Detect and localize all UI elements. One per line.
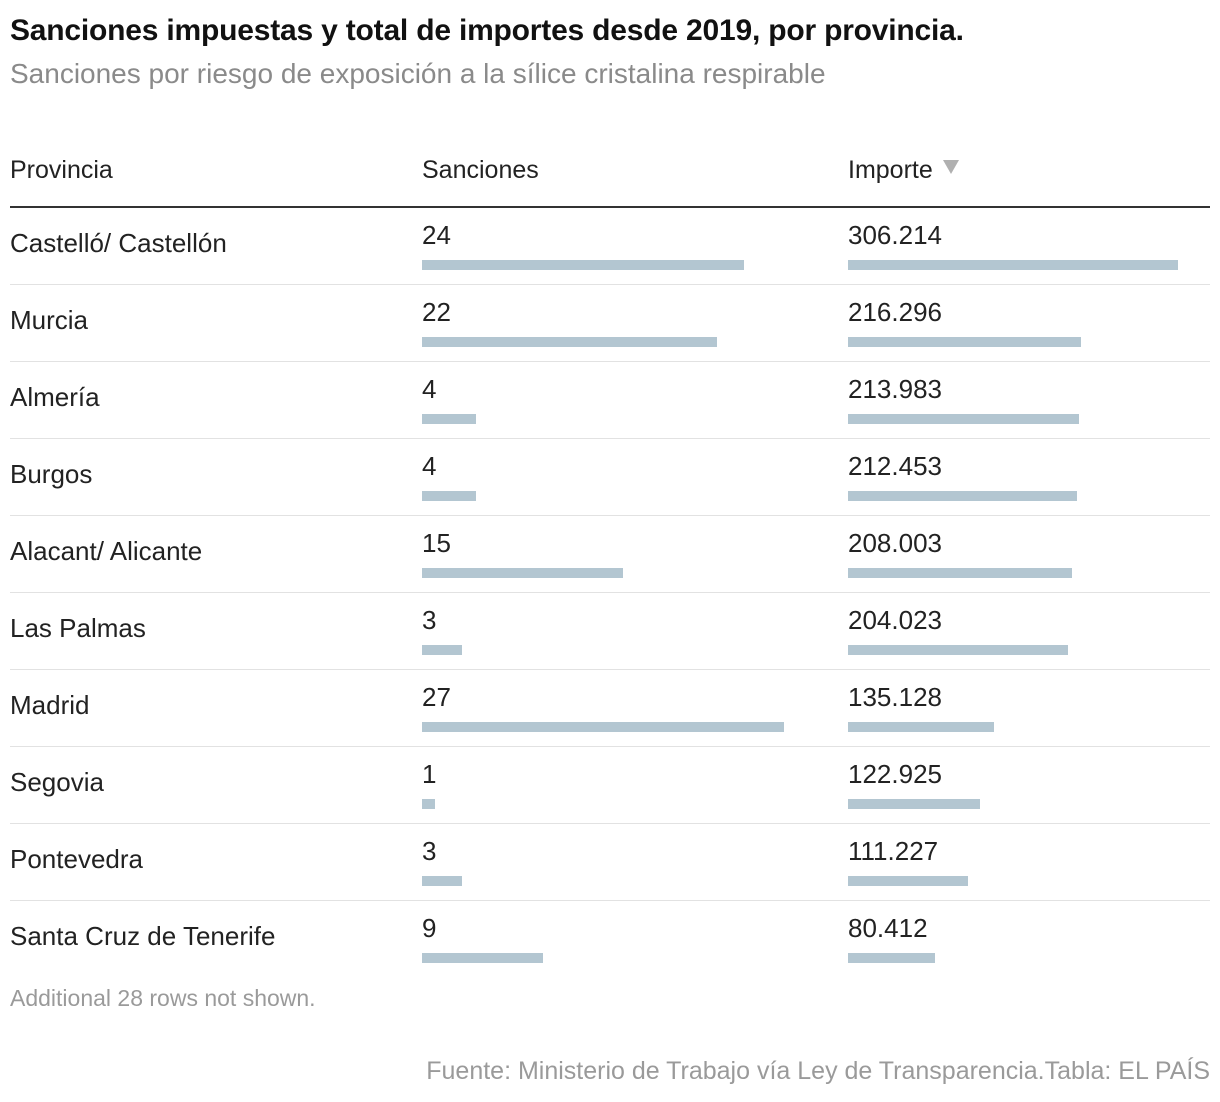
provincia-cell: Pontevedra bbox=[10, 844, 143, 874]
table-row: Murcia 22 216.296 bbox=[10, 285, 1210, 362]
column-header-importe[interactable]: Importe bbox=[848, 156, 959, 185]
table-header: Provincia Sanciones Importe bbox=[10, 150, 1210, 208]
sanciones-value: 3 bbox=[422, 836, 437, 866]
sanciones-bar bbox=[422, 799, 435, 809]
table-row: Las Palmas 3 204.023 bbox=[10, 593, 1210, 670]
table-row: Madrid 27 135.128 bbox=[10, 670, 1210, 747]
sanciones-value: 1 bbox=[422, 759, 437, 789]
table-row: Segovia 1 122.925 bbox=[10, 747, 1210, 824]
provincia-cell: Almería bbox=[10, 382, 100, 412]
sanciones-value: 22 bbox=[422, 297, 451, 327]
importe-value: 111.227 bbox=[848, 836, 939, 866]
sanciones-bar bbox=[422, 568, 623, 578]
chart-title: Sanciones impuestas y total de importes … bbox=[10, 14, 964, 47]
importe-bar bbox=[848, 260, 1178, 270]
sanciones-bar bbox=[422, 953, 543, 963]
provincia-cell: Castelló/ Castellón bbox=[10, 228, 227, 258]
importe-bar bbox=[848, 876, 968, 886]
table-row: Santa Cruz de Tenerife 9 80.412 bbox=[10, 901, 1210, 977]
provincia-cell: Santa Cruz de Tenerife bbox=[10, 921, 276, 951]
sanciones-bar bbox=[422, 491, 476, 501]
importe-bar bbox=[848, 799, 980, 809]
importe-value: 135.128 bbox=[848, 682, 942, 712]
sort-descending-icon[interactable] bbox=[942, 160, 959, 174]
rows-hidden-note: Additional 28 rows not shown. bbox=[10, 985, 316, 1011]
importe-value: 122.925 bbox=[848, 759, 942, 789]
sanciones-value: 27 bbox=[422, 682, 451, 712]
provincia-cell: Murcia bbox=[10, 305, 89, 335]
importe-bar bbox=[848, 645, 1068, 655]
sanciones-value: 4 bbox=[422, 374, 437, 404]
chart-subtitle: Sanciones por riesgo de exposición a la … bbox=[10, 58, 826, 89]
importe-bar bbox=[848, 337, 1081, 347]
table-body: Castelló/ Castellón 24 306.214 Murcia 22 216.… bbox=[10, 208, 1210, 977]
sanciones-bar bbox=[422, 337, 717, 347]
sanciones-value: 3 bbox=[422, 605, 437, 635]
importe-bar bbox=[848, 491, 1077, 501]
provincia-cell: Burgos bbox=[10, 459, 93, 489]
importe-value: 306.214 bbox=[848, 220, 942, 250]
table-row: Pontevedra 3 111.227 bbox=[10, 824, 1210, 901]
provincia-cell: Segovia bbox=[10, 767, 104, 797]
importe-value: 80.412 bbox=[848, 913, 928, 943]
importe-bar bbox=[848, 568, 1072, 578]
sanciones-value: 9 bbox=[422, 913, 437, 943]
sanciones-value: 24 bbox=[422, 220, 451, 250]
column-header-sanciones[interactable]: Sanciones bbox=[422, 156, 539, 184]
sanciones-bar bbox=[422, 876, 462, 886]
provincia-cell: Madrid bbox=[10, 690, 90, 720]
importe-value: 208.003 bbox=[848, 528, 942, 558]
provincia-cell: Las Palmas bbox=[10, 613, 146, 643]
provincia-cell: Alacant/ Alicante bbox=[10, 536, 203, 566]
sanciones-value: 15 bbox=[422, 528, 451, 558]
sanciones-bar bbox=[422, 645, 462, 655]
importe-value: 212.453 bbox=[848, 451, 942, 481]
importe-bar bbox=[848, 414, 1079, 424]
importe-bar bbox=[848, 722, 994, 732]
importe-value: 204.023 bbox=[848, 605, 942, 635]
column-header-provincia[interactable]: Provincia bbox=[10, 156, 113, 184]
table-row: Burgos 4 212.453 bbox=[10, 439, 1210, 516]
sanciones-bar bbox=[422, 722, 784, 732]
sanciones-value: 4 bbox=[422, 451, 437, 481]
source-credit: Fuente: Ministerio de Trabajo vía Ley de… bbox=[426, 1057, 1210, 1085]
table-row: Alacant/ Alicante 15 208.003 bbox=[10, 516, 1210, 593]
importe-value: 213.983 bbox=[848, 374, 942, 404]
sanciones-bar bbox=[422, 260, 744, 270]
importe-value: 216.296 bbox=[848, 297, 942, 327]
table-row: Almería 4 213.983 bbox=[10, 362, 1210, 439]
table-row: Castelló/ Castellón 24 306.214 bbox=[10, 208, 1210, 285]
importe-bar bbox=[848, 953, 935, 963]
column-header-importe-label: Importe bbox=[848, 156, 933, 184]
sanciones-bar bbox=[422, 414, 476, 424]
